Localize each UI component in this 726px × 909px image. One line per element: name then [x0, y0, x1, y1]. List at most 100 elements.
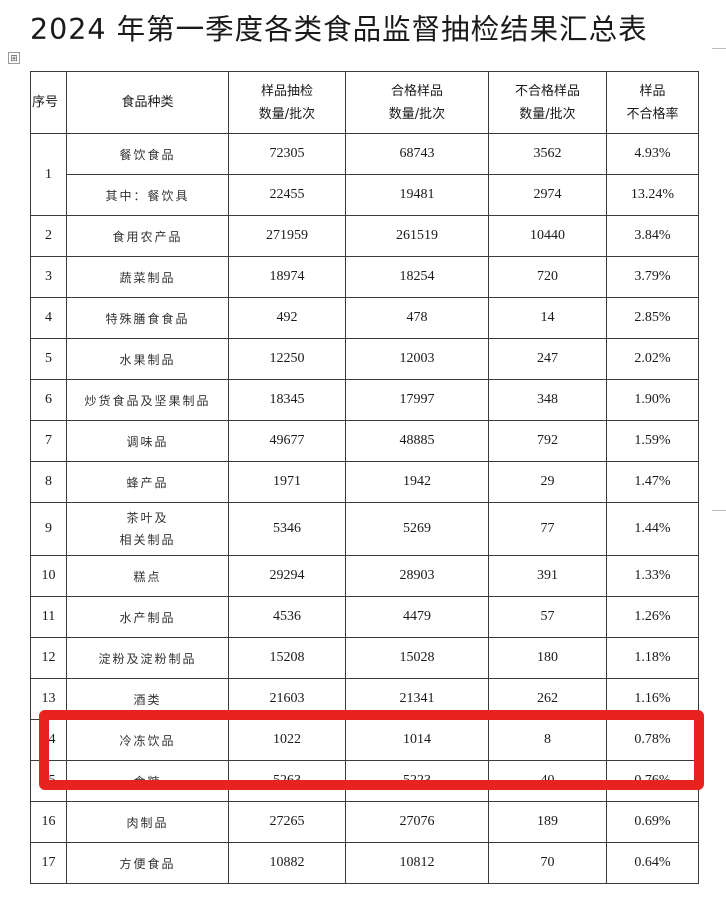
- cell-no: 2: [30, 215, 67, 257]
- cell-unqualified: 77: [488, 502, 607, 556]
- cell-qualified: 48885: [345, 420, 489, 462]
- cell-qualified: 21341: [345, 678, 489, 720]
- cell-qualified: 68743: [345, 133, 489, 175]
- cell-unqualified: 2974: [488, 174, 607, 216]
- cell-category: 炒货食品及坚果制品: [66, 379, 229, 421]
- cell-rate: 13.24%: [606, 174, 699, 216]
- table-row: 15 食糖 5263 5223 40 0.76%: [30, 760, 699, 802]
- cell-no: 5: [30, 338, 67, 380]
- table-row: 2 食用农产品 271959 261519 10440 3.84%: [30, 215, 699, 257]
- cell-no: 14: [30, 719, 67, 761]
- cell-rate: 1.47%: [606, 461, 699, 503]
- cell-category: 调味品: [66, 420, 229, 462]
- cell-rate: 1.44%: [606, 502, 699, 556]
- cell-sampled: 1022: [228, 719, 346, 761]
- table-move-handle-icon[interactable]: ⊞: [8, 52, 20, 64]
- cell-rate: 4.93%: [606, 133, 699, 175]
- cell-qualified: 28903: [345, 555, 489, 597]
- cell-sampled: 10882: [228, 842, 346, 884]
- table-row: 10 糕点 29294 28903 391 1.33%: [30, 555, 699, 597]
- cell-qualified: 5223: [345, 760, 489, 802]
- cell-unqualified: 348: [488, 379, 607, 421]
- cell-rate: 2.02%: [606, 338, 699, 380]
- cell-category: 肉制品: [66, 801, 229, 843]
- cell-rate: 1.90%: [606, 379, 699, 421]
- cell-category: 餐饮食品: [66, 133, 229, 175]
- cell-qualified: 17997: [345, 379, 489, 421]
- col-header-sampled: 样品抽检 数量/批次: [228, 71, 346, 134]
- table-row: 5 水果制品 12250 12003 247 2.02%: [30, 338, 699, 380]
- cell-qualified: 15028: [345, 637, 489, 679]
- cell-category: 冷冻饮品: [66, 719, 229, 761]
- cell-rate: 1.59%: [606, 420, 699, 462]
- cell-unqualified: 10440: [488, 215, 607, 257]
- cell-unqualified: 14: [488, 297, 607, 339]
- cell-category: 水果制品: [66, 338, 229, 380]
- cell-sampled: 5346: [228, 502, 346, 556]
- cell-qualified: 261519: [345, 215, 489, 257]
- cell-unqualified: 29: [488, 461, 607, 503]
- cell-sampled: 5263: [228, 760, 346, 802]
- col-header-no: 序号: [30, 71, 67, 134]
- cell-sampled: 27265: [228, 801, 346, 843]
- col-header-rate: 样品 不合格率: [606, 71, 699, 134]
- table-row: 8 蜂产品 1971 1942 29 1.47%: [30, 461, 699, 503]
- inspection-summary-table: 序号 食品种类 样品抽检 数量/批次 合格样品 数量/批次 不合格样品 数量/批次 样…: [30, 71, 699, 884]
- cell-sampled: 22455: [228, 174, 346, 216]
- col-header-category: 食品种类: [66, 71, 229, 134]
- cell-sampled: 21603: [228, 678, 346, 720]
- cell-unqualified: 247: [488, 338, 607, 380]
- table-row: 3 蔬菜制品 18974 18254 720 3.79%: [30, 256, 699, 298]
- table-header-row: 序号 食品种类 样品抽检 数量/批次 合格样品 数量/批次 不合格样品 数量/批次 样…: [30, 71, 699, 134]
- cell-rate: 0.76%: [606, 760, 699, 802]
- cell-category: 糕点: [66, 555, 229, 597]
- cell-sampled: 1971: [228, 461, 346, 503]
- cell-category: 水产制品: [66, 596, 229, 638]
- cell-category: 方便食品: [66, 842, 229, 884]
- cell-unqualified: 70: [488, 842, 607, 884]
- margin-mark: [712, 48, 726, 49]
- cell-qualified: 12003: [345, 338, 489, 380]
- cell-unqualified: 189: [488, 801, 607, 843]
- cell-qualified: 5269: [345, 502, 489, 556]
- cell-unqualified: 262: [488, 678, 607, 720]
- cell-unqualified: 391: [488, 555, 607, 597]
- cell-unqualified: 57: [488, 596, 607, 638]
- cell-rate: 0.69%: [606, 801, 699, 843]
- cell-qualified: 19481: [345, 174, 489, 216]
- cell-unqualified: 3562: [488, 133, 607, 175]
- cell-qualified: 1014: [345, 719, 489, 761]
- cell-category: 酒类: [66, 678, 229, 720]
- table-row: 1 餐饮食品 72305 68743 3562 4.93%: [30, 133, 699, 216]
- cell-rate: 0.64%: [606, 842, 699, 884]
- cell-qualified: 4479: [345, 596, 489, 638]
- cell-no: 4: [30, 297, 67, 339]
- cell-sampled: 49677: [228, 420, 346, 462]
- cell-sampled: 4536: [228, 596, 346, 638]
- cell-no: 1: [30, 133, 67, 216]
- cell-rate: 3.84%: [606, 215, 699, 257]
- table-row: 17 方便食品 10882 10812 70 0.64%: [30, 842, 699, 884]
- table-row: 16 肉制品 27265 27076 189 0.69%: [30, 801, 699, 843]
- cell-sampled: 492: [228, 297, 346, 339]
- cell-sampled: 18974: [228, 256, 346, 298]
- cell-rate: 1.26%: [606, 596, 699, 638]
- cell-rate: 3.79%: [606, 256, 699, 298]
- table-row: 13 酒类 21603 21341 262 1.16%: [30, 678, 699, 720]
- cell-sampled: 15208: [228, 637, 346, 679]
- page-title: 2024 年第一季度各类食品监督抽检结果汇总表: [30, 13, 648, 46]
- cell-category: 茶叶及 相关制品: [66, 502, 229, 556]
- cell-qualified: 18254: [345, 256, 489, 298]
- cell-qualified: 27076: [345, 801, 489, 843]
- cell-no: 8: [30, 461, 67, 503]
- cell-category: 特殊膳食食品: [66, 297, 229, 339]
- cell-category: 淀粉及淀粉制品: [66, 637, 229, 679]
- col-header-unqualified: 不合格样品 数量/批次: [488, 71, 607, 134]
- table-row: 12 淀粉及淀粉制品 15208 15028 180 1.18%: [30, 637, 699, 679]
- cell-qualified: 478: [345, 297, 489, 339]
- cell-unqualified: 792: [488, 420, 607, 462]
- cell-category: 蜂产品: [66, 461, 229, 503]
- cell-unqualified: 180: [488, 637, 607, 679]
- cell-category: 食用农产品: [66, 215, 229, 257]
- cell-sampled: 12250: [228, 338, 346, 380]
